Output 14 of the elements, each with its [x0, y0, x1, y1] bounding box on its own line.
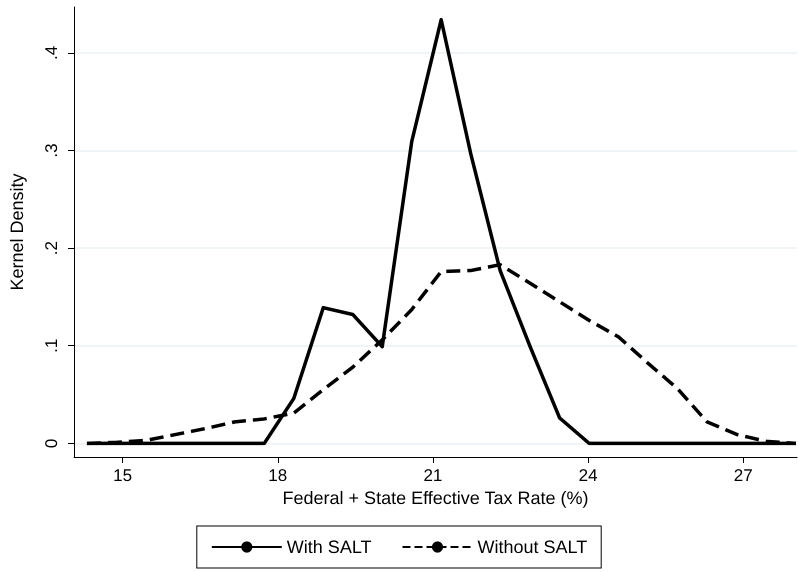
y-tick-label: .3: [42, 143, 61, 158]
legend-label: With SALT: [286, 537, 372, 557]
x-axis-title: Federal + State Effective Tax Rate (%): [282, 488, 588, 508]
y-tick-label: .1: [42, 338, 61, 353]
y-tick-label: .2: [42, 241, 61, 256]
x-tick-label: 15: [113, 466, 132, 485]
x-tick-label: 27: [734, 466, 753, 485]
y-tick-label: .4: [42, 46, 61, 60]
x-tick-label: 24: [578, 466, 598, 485]
x-tick-label: 18: [268, 466, 288, 485]
legend-label: Without SALT: [477, 537, 588, 557]
y-axis-title: Kernel Density: [7, 173, 27, 291]
x-tick-label: 21: [423, 466, 442, 485]
y-tick-label: 0: [42, 438, 61, 448]
